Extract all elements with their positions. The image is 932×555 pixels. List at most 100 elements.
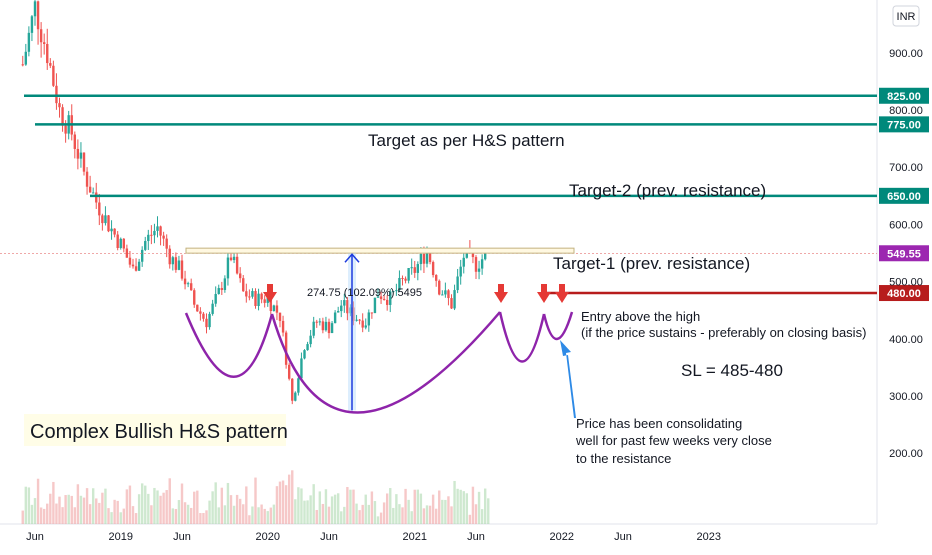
candle-body — [245, 291, 248, 297]
volume-bar — [42, 508, 46, 524]
volume-bar — [208, 500, 211, 524]
time-axis[interactable]: Jun 2019 Jun 2020 Jun 2021 Jun 2022 Jun 2023 — [26, 531, 721, 543]
candle-body — [58, 103, 61, 108]
time-tick-label: 2019 — [109, 531, 133, 543]
price-tick-label: 700.00 — [889, 162, 923, 174]
candle-body — [21, 64, 24, 66]
red-down-arrow-icon — [263, 284, 277, 303]
volume-bar — [70, 495, 73, 524]
candle-body — [422, 253, 426, 264]
volume-bar — [275, 486, 279, 524]
consolidation-line2: well for past few weeks very close — [575, 433, 772, 448]
target-1-label: Target-1 (prev. resistance) — [553, 254, 750, 273]
head-curve — [270, 311, 501, 414]
volume-bar — [110, 512, 113, 524]
volume-bar — [217, 507, 220, 524]
candle-body — [223, 278, 227, 290]
current-price-tag-text: 549.55 — [887, 248, 921, 260]
time-tick-label: Jun — [467, 531, 485, 543]
price-axis[interactable]: 1000.00 900.00 800.00 700.00 600.00 500.00 400… — [886, 0, 926, 460]
candle-body — [346, 300, 349, 314]
volume-bar — [385, 493, 389, 524]
candle-body — [389, 291, 392, 305]
volume-bar — [425, 505, 429, 524]
candle-body — [180, 260, 184, 279]
red-down-arrow-icon — [494, 284, 508, 303]
volume-bar — [407, 499, 410, 524]
volume-bar — [30, 504, 34, 524]
volume-bar — [278, 481, 282, 524]
candle-body — [156, 226, 159, 231]
volume-bar — [321, 503, 325, 524]
candle-body — [238, 273, 242, 279]
volume-bar — [419, 493, 423, 524]
volume-bar — [211, 491, 214, 524]
red-down-arrow-icon — [555, 284, 569, 303]
volume-bar — [82, 497, 86, 524]
volume-bar — [235, 494, 239, 524]
volume-bar — [450, 506, 453, 524]
volume-bar — [101, 492, 104, 524]
candle-body — [217, 288, 220, 294]
volume-bar — [291, 470, 294, 524]
volume-bar — [373, 501, 377, 524]
volume-bar — [367, 504, 371, 524]
candle-body — [52, 65, 55, 86]
candle-body — [260, 293, 263, 300]
volume-bar — [315, 509, 318, 524]
candle-body — [91, 192, 95, 194]
volume-bar — [95, 498, 98, 524]
candle-body — [235, 256, 239, 274]
candle-body — [162, 235, 165, 239]
currency-badge[interactable]: INR — [892, 5, 920, 27]
volume-bar — [248, 515, 251, 524]
volume-bar — [416, 489, 420, 524]
candle-body — [340, 305, 343, 312]
volume-bar — [352, 489, 355, 524]
volume-bar — [404, 488, 407, 524]
volume-bar — [21, 510, 24, 524]
time-tick-label: 2022 — [550, 531, 574, 543]
candle-body — [453, 290, 456, 309]
candle-body — [413, 267, 416, 273]
volume-bar — [398, 504, 401, 524]
level-price-tag — [879, 116, 929, 133]
candle-body — [76, 148, 80, 159]
volume-bar — [245, 486, 248, 524]
candle-body — [171, 257, 175, 265]
candle-body — [85, 171, 89, 187]
candle-body — [477, 268, 481, 272]
target-2-label: Target-2 (prev. resistance) — [569, 181, 766, 200]
level-price-tag — [879, 187, 929, 204]
candle-body — [27, 32, 31, 52]
volume-bar — [67, 494, 70, 524]
volume-bar — [309, 495, 312, 524]
candle-body — [64, 125, 67, 134]
volume-bar — [58, 496, 61, 524]
candle-body — [251, 291, 254, 297]
volume-bar — [186, 504, 190, 524]
volume-bar — [297, 487, 300, 524]
candle-body — [131, 264, 135, 267]
stop-loss-label: SL = 485-480 — [681, 361, 783, 380]
time-tick-label: 2023 — [697, 531, 721, 543]
volume-bar — [340, 511, 343, 524]
volume-bar — [364, 494, 367, 524]
price-tick-label: 500.00 — [889, 277, 923, 289]
volume-bar — [119, 512, 122, 524]
volume-bar — [104, 488, 107, 524]
candle-body — [208, 313, 211, 328]
candle-body — [24, 51, 28, 65]
candle-body — [441, 294, 444, 296]
candle-body — [128, 257, 132, 265]
volume-bar — [453, 480, 456, 524]
volume-bar — [382, 502, 386, 524]
time-tick-label: Jun — [26, 531, 44, 543]
volume-bar — [330, 496, 334, 524]
volume-bar — [79, 495, 83, 524]
volume-bar — [27, 487, 31, 524]
volume-bar — [174, 508, 178, 524]
volume-bar — [294, 499, 297, 524]
